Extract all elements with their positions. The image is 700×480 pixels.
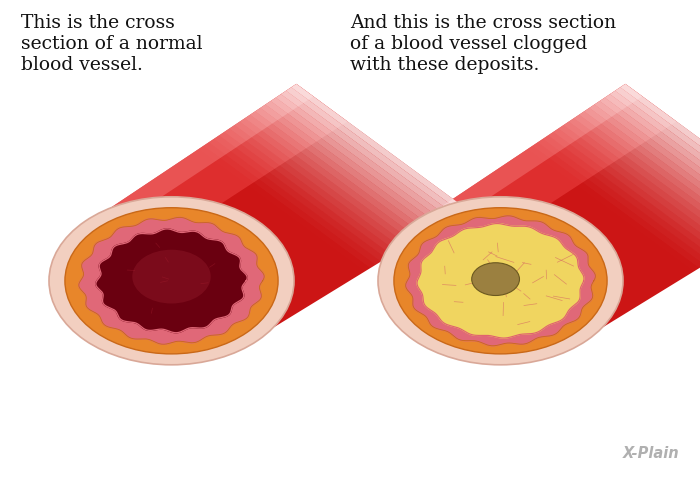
Polygon shape xyxy=(96,229,247,333)
Polygon shape xyxy=(405,216,596,346)
Polygon shape xyxy=(419,84,700,340)
Ellipse shape xyxy=(65,208,278,354)
Ellipse shape xyxy=(378,197,623,365)
Polygon shape xyxy=(214,135,386,262)
Ellipse shape xyxy=(394,208,607,354)
Polygon shape xyxy=(419,84,676,257)
Text: And this is the cross section
of a blood vessel clogged
with these deposits.: And this is the cross section of a blood… xyxy=(350,14,616,74)
Polygon shape xyxy=(579,111,700,239)
Polygon shape xyxy=(584,108,700,235)
Polygon shape xyxy=(260,105,435,232)
Polygon shape xyxy=(605,94,700,222)
Text: This is the cross
section of a normal
blood vessel.: This is the cross section of a normal bl… xyxy=(21,14,202,74)
Polygon shape xyxy=(610,91,700,219)
Polygon shape xyxy=(90,84,347,257)
Polygon shape xyxy=(230,125,402,252)
Polygon shape xyxy=(417,224,584,338)
Polygon shape xyxy=(79,217,264,344)
Polygon shape xyxy=(224,129,397,255)
Polygon shape xyxy=(548,132,700,258)
Polygon shape xyxy=(90,84,467,340)
Polygon shape xyxy=(620,84,700,212)
Polygon shape xyxy=(568,118,700,245)
Polygon shape xyxy=(239,118,413,245)
Polygon shape xyxy=(256,108,429,235)
Polygon shape xyxy=(600,97,700,226)
Polygon shape xyxy=(265,101,440,228)
Polygon shape xyxy=(419,84,643,233)
Polygon shape xyxy=(271,97,445,226)
Polygon shape xyxy=(543,135,700,262)
Polygon shape xyxy=(250,111,424,239)
Polygon shape xyxy=(559,125,700,252)
Polygon shape xyxy=(245,115,419,242)
Polygon shape xyxy=(564,121,700,248)
Polygon shape xyxy=(286,87,461,216)
Ellipse shape xyxy=(49,197,294,365)
Polygon shape xyxy=(615,87,700,216)
Polygon shape xyxy=(291,84,467,212)
Polygon shape xyxy=(594,101,700,228)
Polygon shape xyxy=(276,94,451,222)
Polygon shape xyxy=(90,84,314,233)
Polygon shape xyxy=(234,121,408,248)
Polygon shape xyxy=(281,91,456,219)
Polygon shape xyxy=(574,115,700,242)
Ellipse shape xyxy=(472,263,519,296)
Polygon shape xyxy=(219,132,392,258)
Text: X-Plain: X-Plain xyxy=(622,446,679,461)
Polygon shape xyxy=(553,129,700,255)
Ellipse shape xyxy=(132,250,211,303)
Polygon shape xyxy=(589,105,700,232)
